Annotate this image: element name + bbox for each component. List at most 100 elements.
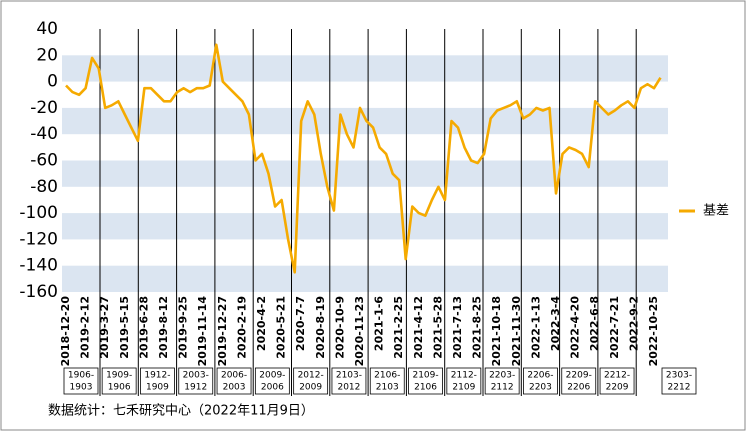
grid-band xyxy=(62,55,668,82)
y-tick-label: -40 xyxy=(30,124,58,144)
y-tick-label: -140 xyxy=(19,256,58,276)
x-tick-label: 2021-8-25 xyxy=(471,296,484,359)
x-tick-label: 2022-1-13 xyxy=(529,296,542,359)
period-label: 2006 xyxy=(261,383,284,393)
x-tick-label: 2020-7-7 xyxy=(294,296,307,351)
period-label: 1912- xyxy=(144,371,170,381)
x-tick-label: 2020-4-2 xyxy=(255,296,268,351)
y-tick-label: -60 xyxy=(30,151,58,171)
period-box xyxy=(101,367,137,395)
x-tick-label: 2020-11-23 xyxy=(353,296,366,366)
period-label: 2212 xyxy=(668,383,691,393)
y-tick-label: 20 xyxy=(36,45,58,65)
x-tick-label: 2022-9-2 xyxy=(627,296,640,351)
y-tick-label: -80 xyxy=(30,177,58,197)
x-tick-label: 2021-7-13 xyxy=(451,296,464,359)
x-tick-label: 2019-2-12 xyxy=(79,296,92,359)
period-label: 2109 xyxy=(452,383,475,393)
period-label: 2106 xyxy=(414,383,437,393)
y-tick-label: -20 xyxy=(30,98,58,118)
x-tick-label: 2021-11-30 xyxy=(510,296,523,367)
x-tick-label: 2022-6-8 xyxy=(588,296,601,351)
y-tick-label: 40 xyxy=(36,19,58,39)
period-label: 2209 xyxy=(606,383,629,393)
grid-band xyxy=(62,160,668,187)
period-label: 2109- xyxy=(412,371,438,381)
period-label: 2103 xyxy=(376,383,399,393)
x-tick-label: 2019-5-15 xyxy=(118,296,131,359)
x-tick-label: 2018-12-20 xyxy=(59,296,72,367)
x-tick-label: 2022-4-20 xyxy=(569,296,582,359)
x-tick-label: 2022-10-25 xyxy=(647,296,660,366)
x-tick-label: 2021-2-25 xyxy=(392,296,405,359)
grid-band xyxy=(62,107,668,135)
period-label: 2106- xyxy=(374,371,400,381)
period-box xyxy=(331,367,367,395)
period-box xyxy=(599,367,635,395)
period-label: 2303- xyxy=(666,371,692,381)
period-label: 2203 xyxy=(529,383,552,393)
period-box xyxy=(408,367,443,395)
x-tick-label: 2020-5-21 xyxy=(275,296,288,359)
period-label: 1912 xyxy=(184,383,207,393)
period-box xyxy=(216,367,252,395)
x-tick-label: 2019-6-28 xyxy=(137,296,150,359)
grid-band xyxy=(62,213,668,240)
series-line xyxy=(65,43,662,274)
x-tick-label: 2019-11-14 xyxy=(196,296,209,367)
period-label: 2012- xyxy=(298,371,324,381)
legend-label: 基差 xyxy=(703,204,729,219)
period-box xyxy=(178,367,214,395)
x-tick-label: 2021-4-12 xyxy=(412,296,425,359)
period-label: 2003 xyxy=(223,383,246,393)
period-label: 2009 xyxy=(299,383,322,393)
period-label: 2103- xyxy=(336,371,362,381)
x-tick-label: 2020-8-19 xyxy=(314,296,327,359)
period-box xyxy=(661,367,697,395)
period-label: 2012 xyxy=(337,383,360,393)
period-label: 2006- xyxy=(221,371,247,381)
x-tick-label: 2020-2-19 xyxy=(235,296,248,359)
x-tick-label: 2019-12-27 xyxy=(216,296,229,366)
period-label: 2112- xyxy=(451,371,477,381)
period-label: 1909- xyxy=(106,371,132,381)
period-box xyxy=(523,367,558,395)
y-tick-label: 0 xyxy=(47,72,58,92)
period-label: 2212- xyxy=(604,371,630,381)
period-box xyxy=(484,367,520,395)
x-tick-label: 2021-5-28 xyxy=(431,296,444,359)
x-tick-label: 2019-8-12 xyxy=(157,296,170,359)
x-tick-label: 2022-3-4 xyxy=(549,296,562,351)
period-box xyxy=(561,367,597,395)
period-box xyxy=(140,367,175,395)
x-tick-label: 2022-7-21 xyxy=(608,296,621,359)
period-box xyxy=(369,367,405,395)
period-label: 1909 xyxy=(146,383,169,393)
grid-band xyxy=(62,265,668,292)
period-box xyxy=(446,367,482,395)
x-tick-label: 2019-9-25 xyxy=(177,296,190,359)
period-box xyxy=(63,367,99,395)
period-label: 2203- xyxy=(489,371,515,381)
period-label: 2009- xyxy=(259,371,285,381)
period-label: 1906 xyxy=(108,383,131,393)
x-tick-label: 2020-10-9 xyxy=(333,296,346,359)
period-label: 2206 xyxy=(567,383,590,393)
source-note: 数据统计：七禾研究中心（2022年11月9日） xyxy=(48,404,314,419)
period-label: 2209- xyxy=(566,371,592,381)
period-label: 2003- xyxy=(183,371,209,381)
x-tick-label: 2021-1-6 xyxy=(373,296,386,351)
period-label: 2206- xyxy=(527,371,553,381)
period-label: 1906- xyxy=(68,371,94,381)
period-label: 1903 xyxy=(70,383,93,393)
period-box xyxy=(293,367,329,395)
x-tick-label: 2019-3-27 xyxy=(98,296,111,359)
y-tick-label: -120 xyxy=(19,229,58,249)
y-tick-label: -100 xyxy=(19,203,58,223)
x-tick-label: 2021-10-18 xyxy=(490,296,503,366)
y-tick-label: -160 xyxy=(19,282,58,302)
period-label: 2112 xyxy=(491,383,514,393)
period-box xyxy=(254,367,290,395)
